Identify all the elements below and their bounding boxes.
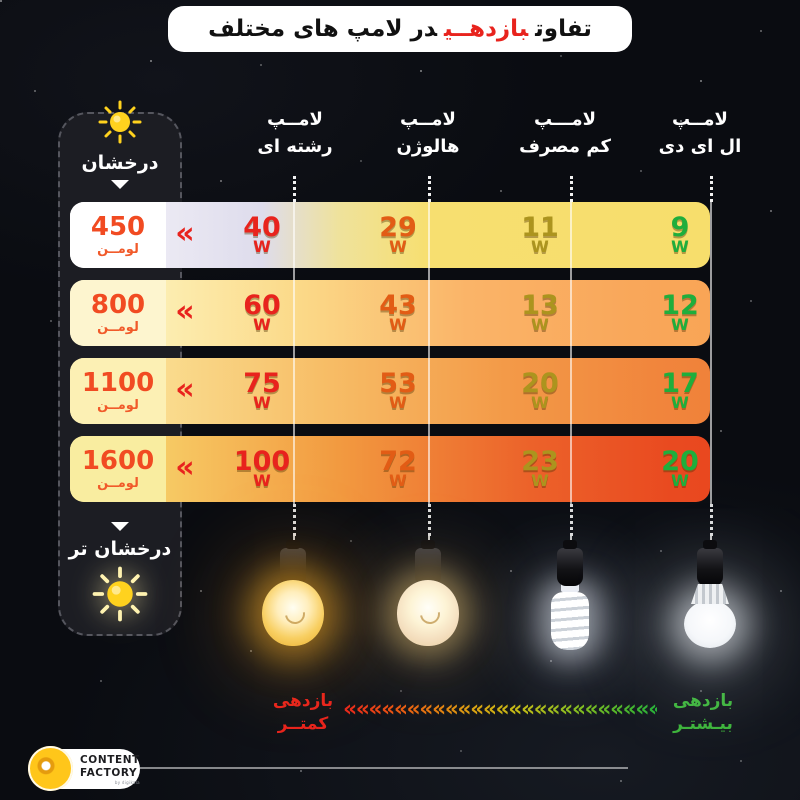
page-title-text: تفاوتبازدهــیدر لامپ های مختلف bbox=[208, 16, 592, 42]
content-factory-wordmark: CONTENT FACTORY by digikala bbox=[80, 754, 140, 786]
title-pre: تفاوت bbox=[535, 16, 592, 42]
content-factory-badge-icon bbox=[28, 746, 73, 791]
column-header-halogen: لامــپ هالوژن bbox=[396, 109, 460, 157]
page-title: تفاوتبازدهــیدر لامپ های مختلف bbox=[168, 6, 632, 52]
lumen-label: 450 لومــن bbox=[70, 202, 166, 268]
column-header-cfl: لامـــپ کم مصرف bbox=[519, 109, 611, 157]
column-dotted-line bbox=[710, 176, 713, 202]
bulb-socket bbox=[280, 540, 306, 586]
cfl-bulb-image bbox=[500, 540, 640, 650]
watt-value-incandescent: 100 W bbox=[233, 445, 291, 490]
bulb-hanger-dotted-line bbox=[293, 504, 296, 536]
less-efficiency-label: بازدهی کمتــر bbox=[272, 691, 334, 734]
title-post: در لامپ های مختلف bbox=[208, 16, 438, 42]
watt-value-incandescent: 75 W bbox=[243, 367, 281, 412]
sun-icon bbox=[98, 100, 142, 148]
column-dotted-line bbox=[570, 176, 573, 202]
bulb-socket bbox=[557, 540, 583, 586]
bulb-socket bbox=[415, 540, 441, 586]
watt-value-halogen: 53 W bbox=[379, 367, 417, 412]
halogen-bulb-image bbox=[358, 540, 498, 646]
watt-value-cfl: 23 W bbox=[521, 445, 559, 490]
filament bbox=[281, 600, 309, 628]
watt-value-incandescent: 60 W bbox=[243, 289, 281, 334]
chevron-left-icon: « bbox=[175, 293, 195, 329]
lumen-label: 1100 لومــن bbox=[70, 358, 166, 424]
title-highlight: بازدهــی bbox=[444, 16, 529, 42]
more-efficiency-label: بازدهی بیـشتـر bbox=[672, 691, 734, 734]
column-separator-line bbox=[570, 202, 572, 504]
table-row-1600-lumen: 1600 لومــن « 100 W 72 W 23 W 20 W bbox=[70, 436, 710, 502]
column-dotted-line bbox=[293, 176, 296, 202]
watt-value-halogen: 43 W bbox=[379, 289, 417, 334]
chevron-left-icon: « bbox=[175, 215, 195, 251]
halogen-glass bbox=[397, 580, 459, 646]
led-bulb-image bbox=[640, 540, 780, 648]
column-header-incandescent: لامــپ رشته ای bbox=[257, 109, 333, 157]
filament bbox=[416, 600, 444, 628]
bright-label: درخشان bbox=[81, 152, 159, 174]
watt-value-cfl: 20 W bbox=[521, 367, 559, 412]
table-row-1100-lumen: 1100 لومــن « 75 W 53 W 20 W 17 W bbox=[70, 358, 710, 424]
footer-divider-line bbox=[140, 767, 628, 769]
watt-value-led: 20 W bbox=[661, 445, 699, 490]
incandescent-glass bbox=[262, 580, 324, 646]
cfl-cap bbox=[561, 583, 579, 592]
watt-value-led: 17 W bbox=[661, 367, 699, 412]
starfield-background bbox=[0, 0, 2, 2]
arrow-down-icon bbox=[111, 180, 129, 189]
bulb-hanger-dotted-line bbox=[710, 504, 713, 536]
logo-subtext: by digikala bbox=[114, 780, 140, 786]
sun-glowing-icon bbox=[92, 566, 148, 626]
column-separator-line bbox=[710, 202, 712, 504]
lumen-label: 1600 لومــن bbox=[70, 436, 166, 502]
arrow-down-icon bbox=[111, 522, 129, 531]
table-row-800-lumen: 800 لومــن « 60 W 43 W 13 W 12 W bbox=[70, 280, 710, 346]
chevron-left-icon: « bbox=[175, 371, 195, 407]
watt-value-halogen: 72 W bbox=[379, 445, 417, 490]
incandescent-bulb-image bbox=[223, 540, 363, 646]
column-header-led: لامــپ ال ای دی bbox=[658, 109, 742, 157]
column-separator-line bbox=[293, 202, 295, 504]
bulb-socket bbox=[697, 540, 723, 586]
bulb-hanger-dotted-line bbox=[570, 504, 573, 536]
lumen-label: 800 لومــن bbox=[70, 280, 166, 346]
watt-value-incandescent: 40 W bbox=[243, 211, 281, 256]
watt-value-led: 12 W bbox=[661, 289, 699, 334]
column-dotted-line bbox=[428, 176, 431, 202]
watt-value-cfl: 11 W bbox=[521, 211, 559, 256]
chevron-left-icon: « bbox=[175, 449, 195, 485]
bulb-hanger-dotted-line bbox=[428, 504, 431, 536]
brighter-label: درخشان تر bbox=[68, 538, 172, 560]
watt-value-halogen: 29 W bbox=[379, 211, 417, 256]
led-dome bbox=[684, 600, 736, 648]
efficiency-gradient-arrow: «««««««««««««««««««««««««««««««««««« bbox=[343, 694, 657, 726]
watt-value-cfl: 13 W bbox=[521, 289, 559, 334]
led-ribbed-neck bbox=[691, 584, 729, 604]
cfl-spiral bbox=[551, 592, 589, 650]
column-separator-line bbox=[428, 202, 430, 504]
